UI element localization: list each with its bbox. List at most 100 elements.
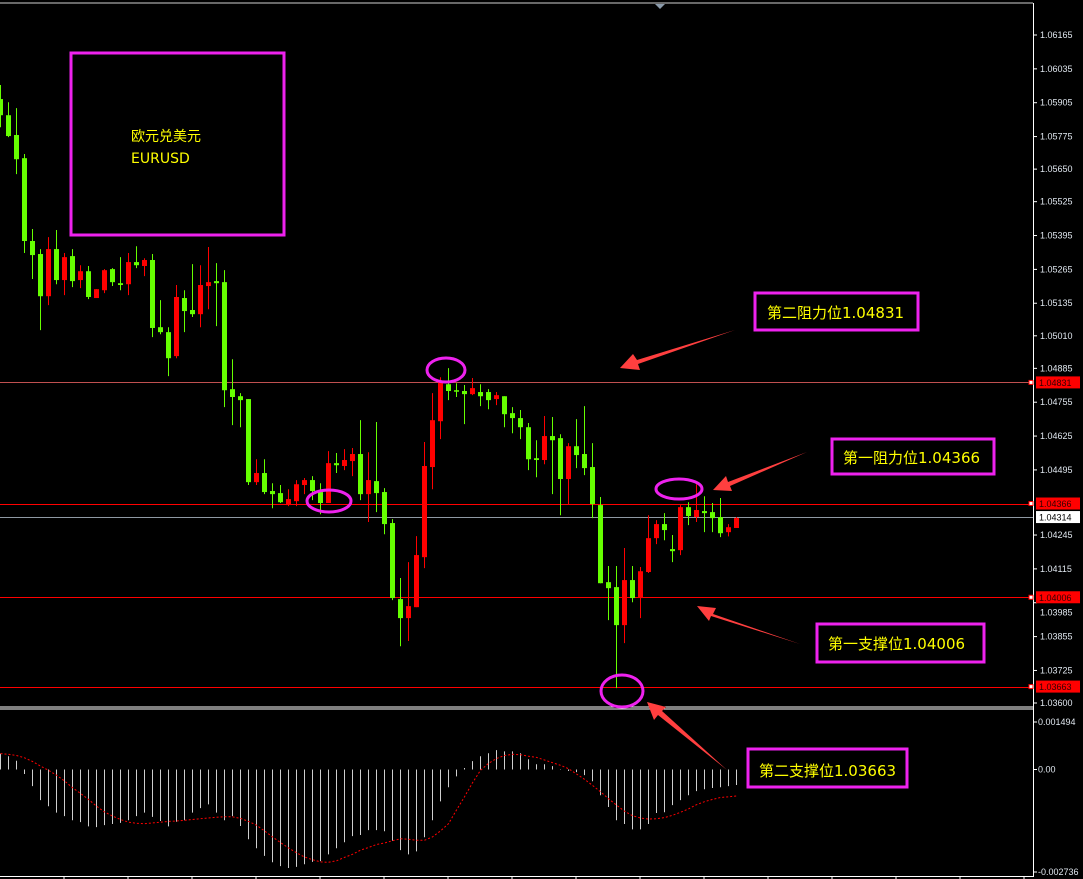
title-symbol: EURUSD bbox=[131, 151, 190, 167]
candle bbox=[238, 393, 243, 428]
level-tag-text: 1.03663 bbox=[1039, 682, 1072, 692]
level-price-tag: 1.04006 bbox=[1028, 591, 1080, 604]
candle bbox=[118, 257, 123, 291]
y-tick-label: 1.05010 bbox=[1040, 331, 1073, 341]
candle bbox=[502, 396, 507, 428]
candle bbox=[534, 440, 539, 478]
candle-body bbox=[558, 438, 563, 480]
current-price-tag: 1.04314 bbox=[1036, 511, 1080, 524]
candle bbox=[694, 484, 699, 523]
candle bbox=[542, 416, 547, 465]
candle-body bbox=[14, 135, 19, 160]
candle-body bbox=[86, 271, 91, 297]
y-tick-label: 1.05525 bbox=[1040, 197, 1073, 207]
candle-body bbox=[302, 480, 307, 486]
candle-body bbox=[542, 436, 547, 461]
candle bbox=[438, 377, 443, 440]
candle-body bbox=[622, 580, 627, 626]
y-tick-label: 1.04625 bbox=[1040, 431, 1073, 441]
candle bbox=[94, 289, 99, 299]
candle bbox=[38, 249, 43, 331]
label-second-resistance: 第二阻力位1.04831 bbox=[767, 304, 904, 322]
candle-body bbox=[190, 310, 195, 315]
candle-body bbox=[326, 463, 331, 503]
y-tick-label: 1.03725 bbox=[1040, 665, 1073, 675]
label-box-first-support bbox=[815, 622, 986, 664]
level-tag-handle[interactable] bbox=[1028, 379, 1034, 385]
candle bbox=[214, 263, 219, 327]
candle-body bbox=[638, 571, 643, 599]
candle-body bbox=[430, 420, 435, 468]
level-tag-handle[interactable] bbox=[1028, 594, 1034, 600]
candle-body bbox=[374, 481, 379, 494]
candle bbox=[574, 419, 579, 469]
candle bbox=[334, 452, 339, 474]
level-tag-handle[interactable] bbox=[1028, 684, 1034, 690]
candle-body bbox=[158, 327, 163, 333]
candle-body bbox=[278, 493, 283, 503]
candle-body bbox=[710, 512, 715, 519]
candle-body bbox=[214, 281, 219, 284]
arrow-first-resistance-icon bbox=[713, 452, 807, 491]
candle bbox=[550, 417, 555, 495]
candle-body bbox=[670, 549, 675, 552]
candle-body bbox=[334, 463, 339, 466]
y-tick-label: 1.05775 bbox=[1040, 132, 1073, 142]
candle bbox=[246, 399, 251, 486]
candle-body bbox=[174, 296, 179, 357]
candle bbox=[558, 434, 563, 516]
candle-body bbox=[494, 395, 499, 400]
candle-body bbox=[550, 436, 555, 441]
level-tag-text: 1.04831 bbox=[1039, 378, 1072, 388]
candle-body bbox=[102, 270, 107, 291]
y-tick-label: 1.05650 bbox=[1040, 164, 1073, 174]
candle bbox=[358, 420, 363, 501]
candle-body bbox=[694, 510, 699, 518]
level-tag-bg bbox=[1036, 376, 1080, 389]
candle bbox=[0, 85, 3, 128]
candle-body bbox=[310, 480, 315, 492]
candle bbox=[198, 265, 203, 328]
candle bbox=[14, 108, 19, 175]
candle bbox=[510, 407, 515, 434]
candle bbox=[678, 505, 683, 556]
level-tag-text: 1.04006 bbox=[1039, 593, 1072, 603]
candle-body bbox=[38, 254, 43, 297]
candle bbox=[366, 452, 371, 523]
y-tick-label: 1.04245 bbox=[1040, 530, 1073, 540]
candle bbox=[46, 237, 51, 306]
level-tag-text: 1.04366 bbox=[1039, 499, 1072, 509]
candle bbox=[646, 515, 651, 574]
candle-body bbox=[206, 282, 211, 287]
candle bbox=[182, 290, 187, 333]
level-tag-handle[interactable] bbox=[1028, 501, 1034, 507]
candle-body bbox=[486, 392, 491, 401]
chart-frame bbox=[0, 2, 1034, 877]
candle-body bbox=[382, 492, 387, 525]
y-tick-label: 1.03600 bbox=[1040, 698, 1073, 708]
candle bbox=[174, 285, 179, 359]
candle-body bbox=[438, 382, 443, 422]
candle bbox=[598, 497, 603, 584]
title-box bbox=[69, 51, 286, 237]
y-tick-label: 1.04755 bbox=[1040, 397, 1073, 407]
candle-body bbox=[46, 249, 51, 297]
candle bbox=[70, 249, 75, 288]
candle-body bbox=[502, 396, 507, 415]
candle-body bbox=[462, 391, 467, 395]
candle bbox=[414, 536, 419, 608]
candle-body bbox=[238, 396, 243, 401]
candle-body bbox=[366, 480, 371, 495]
label-first-support: 第一支撑位1.04006 bbox=[828, 635, 965, 653]
macd-signal-line bbox=[0, 753, 737, 863]
macd-y-tick-label: 0.00 bbox=[1038, 765, 1056, 775]
candle bbox=[22, 154, 27, 253]
candle bbox=[494, 392, 499, 406]
candle-body bbox=[510, 413, 515, 419]
highlight-ellipse-first-support-test bbox=[305, 488, 353, 514]
candle-body bbox=[734, 518, 739, 528]
candle-body bbox=[0, 99, 3, 116]
candle bbox=[622, 548, 627, 644]
chart-shift-marker-icon[interactable] bbox=[655, 4, 665, 9]
